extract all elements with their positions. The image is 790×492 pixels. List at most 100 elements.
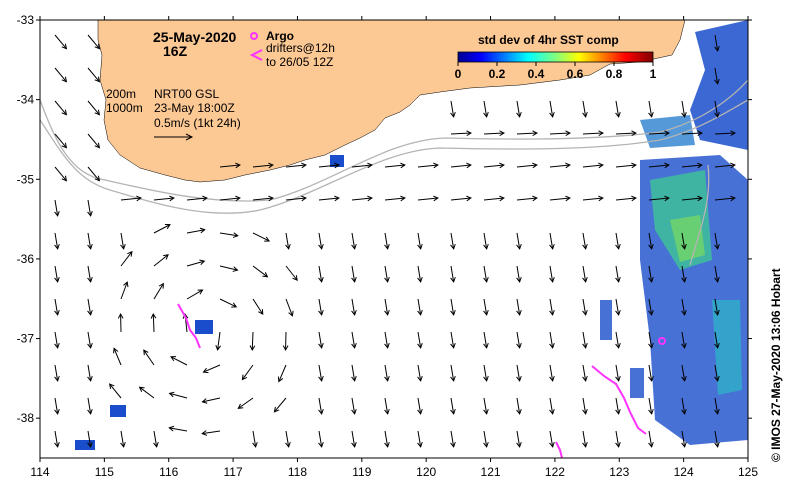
current-arrow [186, 229, 205, 234]
current-arrow-head [199, 227, 206, 234]
current-arrow-head [483, 375, 489, 382]
lat-tick-label: -33 [17, 13, 35, 27]
current-arrow [648, 100, 653, 117]
current-arrow-head [697, 130, 704, 137]
current-arrow-head [197, 289, 204, 295]
current-arrow-head [615, 111, 621, 118]
current-arrow-head [288, 310, 294, 317]
lon-tick-label: 114 [30, 465, 49, 479]
sst-patches [75, 20, 748, 450]
current-arrow-head [466, 130, 473, 137]
current-arrow-head [318, 309, 324, 316]
current-arrow [681, 132, 703, 135]
current-arrow-head [237, 403, 244, 409]
current-arrow-head [714, 441, 720, 448]
current-arrow-head [168, 425, 175, 432]
colorbar [457, 51, 654, 63]
current-arrow [648, 197, 669, 201]
current-arrow [714, 430, 719, 447]
current-arrow [351, 197, 372, 201]
current-arrow-head [249, 345, 256, 352]
current-arrow [54, 67, 67, 83]
current-arrow-head [730, 162, 736, 169]
current-arrow [153, 224, 171, 234]
current-arrow [516, 364, 521, 381]
current-arrow [549, 265, 554, 282]
current-arrow [109, 383, 122, 399]
current-arrow-head [714, 78, 720, 85]
current-arrow-head [318, 408, 324, 415]
current-arrow-head [87, 408, 93, 415]
current-arrow-head [318, 441, 324, 448]
current-arrow [384, 197, 405, 201]
current-arrow [615, 397, 620, 414]
current-arrow [285, 164, 306, 168]
current-arrow-head [450, 243, 456, 250]
current-arrow-head [400, 162, 406, 169]
current-arrow-head [109, 383, 115, 390]
current-arrow-head [231, 302, 238, 308]
current-arrow-head [681, 276, 687, 283]
current-arrow [351, 164, 372, 168]
current-arrow-head [714, 375, 720, 382]
depth-1000-label: 1000m [106, 101, 143, 115]
current-arrow [351, 430, 356, 447]
current-arrow [417, 430, 422, 447]
current-arrow [582, 197, 603, 201]
current-arrow-head [615, 243, 621, 250]
current-arrow [351, 298, 356, 315]
current-arrow [549, 364, 554, 381]
current-arrow-head [54, 210, 60, 217]
current-arrow-head [664, 162, 670, 169]
colorbar-tick-label: 0.6 [567, 67, 584, 81]
current-arrow-head [549, 408, 555, 415]
current-arrow-head [714, 243, 720, 250]
current-arrow-head [400, 195, 406, 202]
current-arrow-head [598, 195, 604, 202]
current-arrow-head [87, 276, 93, 283]
drifter-tracks [177, 303, 647, 459]
current-arrow-head [351, 441, 357, 448]
current-arrow [648, 232, 653, 249]
current-arrow [516, 164, 537, 168]
current-arrow [54, 430, 59, 447]
current-arrow [582, 298, 587, 315]
current-arrow [153, 197, 174, 201]
current-arrow [714, 331, 719, 348]
current-arrow [252, 164, 273, 168]
argo-float [658, 337, 666, 345]
current-arrow [582, 265, 587, 282]
lat-tick-label: -37 [17, 332, 35, 346]
current-arrow [54, 133, 67, 149]
current-arrow-head [582, 408, 588, 415]
current-arrow-head [466, 162, 472, 169]
current-arrow [351, 331, 356, 348]
current-arrow-head [681, 243, 687, 250]
current-arrow [582, 397, 587, 414]
current-arrow [648, 331, 653, 348]
current-arrow-head [483, 276, 489, 283]
current-arrow [582, 331, 587, 348]
lat-tick-label: -34 [17, 93, 35, 107]
current-arrow-head [169, 195, 175, 202]
current-arrow-head [285, 243, 291, 250]
current-arrow [648, 265, 653, 282]
current-arrow-head [714, 45, 720, 52]
current-arrow-head [241, 374, 248, 381]
current-arrow [450, 100, 455, 117]
current-arrow-head [648, 408, 654, 415]
colorbar-tick-label: 0.2 [489, 67, 506, 81]
current-arrow [219, 298, 237, 308]
current-arrow [351, 265, 356, 282]
current-arrow [483, 364, 488, 381]
current-arrow [186, 289, 203, 300]
current-arrow [87, 199, 92, 216]
current-arrow-head [450, 111, 456, 118]
current-arrow-head [301, 195, 307, 202]
current-arrow-head [714, 408, 720, 415]
current-arrow [450, 265, 455, 282]
current-arrow [384, 298, 389, 315]
current-arrow [615, 164, 636, 168]
lon-tick-label: 121 [481, 465, 501, 479]
credit-label: © IMOS 27-May-2020 13:06 Hobart [769, 268, 783, 462]
